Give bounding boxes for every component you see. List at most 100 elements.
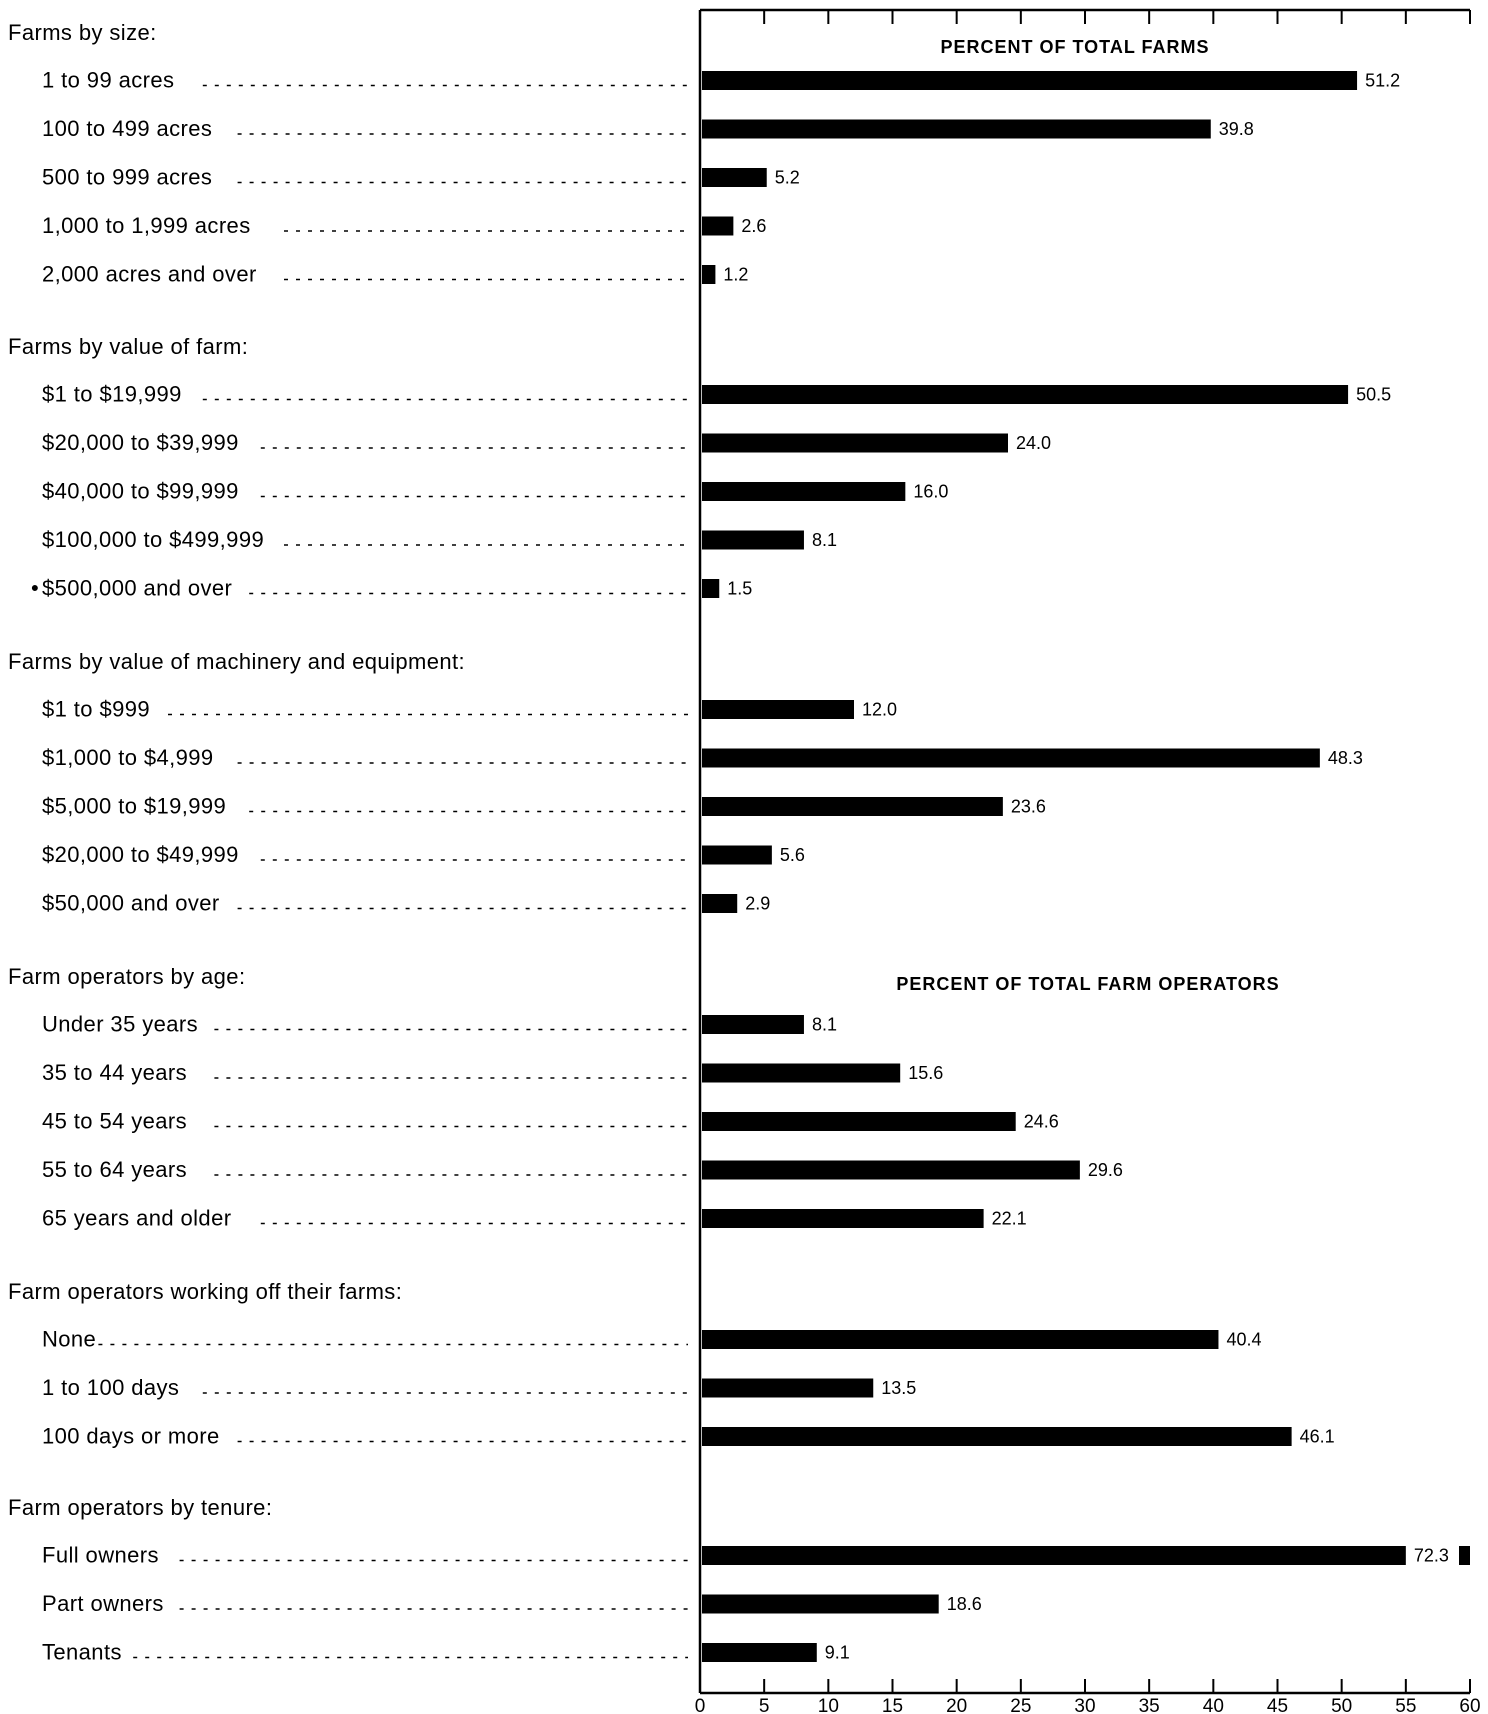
category-label: 100 days or more	[42, 1424, 220, 1449]
data-label: 5.6	[780, 845, 805, 865]
data-label: 23.6	[1011, 797, 1046, 817]
data-label: 46.1	[1300, 1427, 1335, 1447]
section-subtitle: PERCENT OF TOTAL FARMS	[940, 37, 1209, 57]
category-label: $40,000 to $99,999	[42, 479, 239, 504]
bar	[702, 579, 720, 598]
bar	[702, 385, 1349, 404]
data-label: 29.6	[1088, 1160, 1123, 1180]
bar	[702, 482, 906, 501]
bar	[702, 119, 1211, 139]
bar	[702, 1112, 1016, 1131]
category-label: $5,000 to $19,999	[42, 794, 226, 819]
x-tick-label: 50	[1331, 1696, 1352, 1714]
category-label: $20,000 to $39,999	[42, 430, 239, 455]
data-label: 72.3	[1414, 1546, 1449, 1566]
category-label: Under 35 years	[42, 1012, 198, 1037]
category-label: 1,000 to 1,999 acres	[42, 213, 251, 238]
data-label: 2.6	[741, 216, 766, 236]
category-label: $50,000 and over	[42, 891, 220, 916]
bar	[702, 700, 854, 719]
bar	[702, 1015, 804, 1034]
bar	[702, 1378, 874, 1398]
category-label: 45 to 54 years	[42, 1109, 187, 1134]
data-label: 48.3	[1328, 748, 1363, 768]
category-marker: •	[31, 576, 39, 601]
data-label: 1.2	[723, 265, 748, 285]
x-tick-label: 15	[882, 1696, 903, 1714]
group-label: Farms by value of machinery and equipmen…	[8, 649, 465, 674]
category-labels: Farms by size: PERCENT OF TOTAL FARMS 1 to…	[8, 20, 1279, 1665]
data-label: 50.5	[1356, 385, 1391, 405]
category-label: 1 to 99 acres	[42, 68, 174, 93]
bar	[702, 748, 1320, 768]
data-label: 15.6	[908, 1063, 943, 1083]
bar	[702, 71, 1358, 90]
category-label: $20,000 to $49,999	[42, 842, 239, 867]
data-label: 2.9	[745, 894, 770, 914]
x-tick-label: 45	[1267, 1696, 1288, 1714]
data-label: 8.1	[812, 530, 837, 550]
data-label: 5.2	[775, 168, 800, 188]
bar	[702, 1063, 901, 1083]
category-label: $500,000 and over	[42, 576, 232, 601]
bar	[702, 168, 767, 187]
category-label: $1 to $999	[42, 697, 150, 722]
bar	[702, 1209, 984, 1228]
category-label: $1 to $19,999	[42, 382, 182, 407]
bar	[702, 1330, 1219, 1349]
x-tick-label: 5	[759, 1696, 770, 1714]
data-label: 12.0	[862, 700, 897, 720]
data-label: 18.6	[947, 1594, 982, 1614]
group-label: Farms by value of farm:	[8, 334, 248, 359]
bar	[702, 265, 716, 284]
category-label: Tenants	[42, 1640, 122, 1665]
data-label: 40.4	[1226, 1330, 1261, 1350]
bar	[702, 797, 1003, 816]
bar	[702, 1427, 1292, 1446]
bar	[702, 845, 772, 865]
category-label: 2,000 acres and over	[42, 262, 257, 287]
category-label: Part owners	[42, 1591, 164, 1616]
x-tick-label: 55	[1395, 1696, 1416, 1714]
data-label: 16.0	[913, 482, 948, 502]
data-label: 51.2	[1365, 71, 1400, 91]
bar	[702, 216, 734, 236]
data-label: 1.5	[727, 579, 752, 599]
category-label: 65 years and older	[42, 1206, 231, 1231]
data-label: 9.1	[825, 1643, 850, 1663]
bar	[702, 1594, 939, 1614]
x-tick-label: 25	[1010, 1696, 1031, 1714]
bar	[702, 1160, 1080, 1180]
bar	[702, 894, 738, 913]
x-tick-label: 60	[1459, 1696, 1480, 1714]
data-label: 39.8	[1219, 119, 1254, 139]
data-label: 13.5	[881, 1378, 916, 1398]
category-label: $100,000 to $499,999	[42, 527, 264, 552]
x-tick-label: 30	[1074, 1696, 1095, 1714]
category-label: 500 to 999 acres	[42, 165, 212, 190]
group-label: Farms by size:	[8, 20, 157, 45]
section-subtitle: PERCENT OF TOTAL FARM OPERATORS	[896, 974, 1279, 994]
data-label: 24.6	[1024, 1112, 1059, 1132]
category-label: 1 to 100 days	[42, 1375, 179, 1400]
bar	[702, 1643, 817, 1662]
category-label: 100 to 499 acres	[42, 116, 212, 141]
x-tick-label: 10	[818, 1696, 839, 1714]
x-tick-label: 35	[1139, 1696, 1160, 1714]
category-label: 35 to 44 years	[42, 1060, 187, 1085]
bars: 51.2 39.8 5.2 2.6 1.2 50.5 24.0 16.0 8.1 1.5 12.0 4…	[702, 71, 1470, 1663]
group-label: Farm operators by tenure:	[8, 1495, 272, 1520]
category-label: $1,000 to $4,999	[42, 745, 214, 770]
data-label: 22.1	[992, 1209, 1027, 1229]
x-tick-label: 0	[695, 1696, 706, 1714]
data-label: 24.0	[1016, 433, 1051, 453]
category-label: None	[42, 1327, 96, 1352]
data-label: 8.1	[812, 1015, 837, 1035]
category-label: 55 to 64 years	[42, 1157, 187, 1182]
bar	[702, 1546, 1406, 1565]
bar	[702, 530, 804, 550]
x-tick-label: 40	[1203, 1696, 1224, 1714]
group-label: Farm operators working off their farms:	[8, 1279, 402, 1304]
group-label: Farm operators by age:	[8, 964, 245, 989]
